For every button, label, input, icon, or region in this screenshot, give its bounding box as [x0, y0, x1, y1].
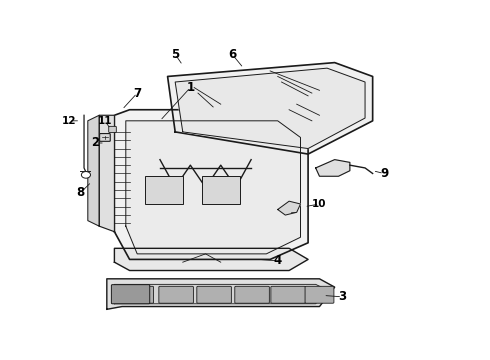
- Text: 4: 4: [273, 254, 282, 267]
- Circle shape: [81, 172, 91, 178]
- FancyBboxPatch shape: [202, 176, 240, 204]
- Text: 11: 11: [98, 116, 112, 126]
- Text: 9: 9: [380, 167, 388, 180]
- FancyBboxPatch shape: [111, 285, 150, 304]
- Polygon shape: [88, 115, 99, 226]
- FancyBboxPatch shape: [271, 286, 305, 303]
- FancyBboxPatch shape: [145, 176, 183, 204]
- Text: 6: 6: [228, 48, 236, 61]
- FancyBboxPatch shape: [113, 286, 153, 303]
- Text: 3: 3: [338, 290, 346, 303]
- FancyBboxPatch shape: [305, 286, 334, 303]
- Polygon shape: [126, 121, 300, 254]
- Text: 7: 7: [133, 87, 141, 100]
- Polygon shape: [115, 284, 327, 304]
- Polygon shape: [316, 159, 350, 176]
- Text: 10: 10: [312, 199, 327, 209]
- Text: 2: 2: [91, 136, 99, 149]
- Text: 5: 5: [171, 48, 179, 61]
- FancyBboxPatch shape: [235, 286, 270, 303]
- Polygon shape: [175, 68, 365, 149]
- Text: 12: 12: [62, 116, 76, 126]
- Polygon shape: [115, 110, 308, 260]
- Polygon shape: [115, 248, 308, 270]
- FancyBboxPatch shape: [159, 286, 194, 303]
- FancyBboxPatch shape: [109, 126, 116, 132]
- Text: 8: 8: [76, 186, 84, 199]
- FancyBboxPatch shape: [197, 286, 231, 303]
- Polygon shape: [168, 63, 372, 154]
- Polygon shape: [107, 279, 335, 309]
- Text: 1: 1: [186, 81, 195, 94]
- Polygon shape: [99, 115, 115, 232]
- FancyBboxPatch shape: [99, 134, 110, 141]
- Polygon shape: [278, 201, 300, 215]
